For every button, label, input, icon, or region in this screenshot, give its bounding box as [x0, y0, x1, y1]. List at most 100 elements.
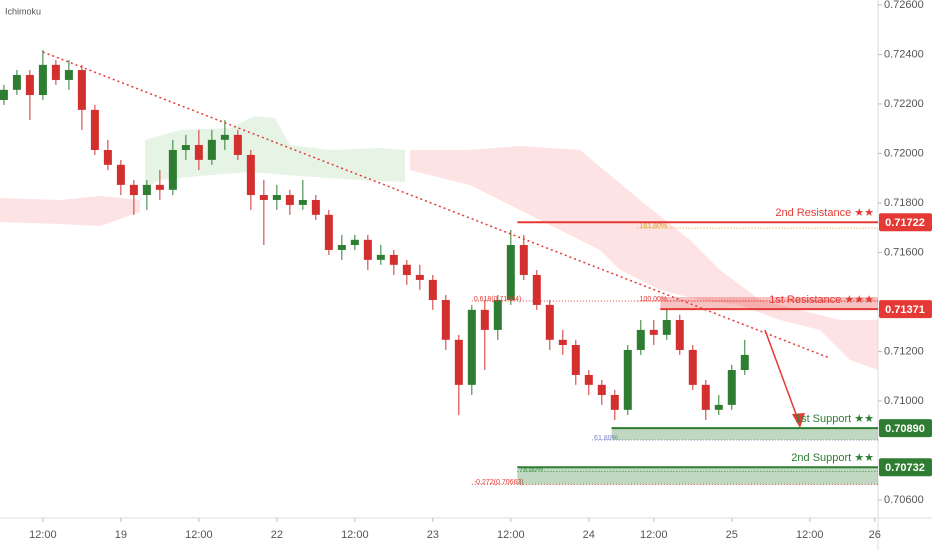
candle-body: [649, 329, 658, 335]
candle-body: [168, 149, 177, 190]
candle-body: [571, 345, 580, 375]
candle-body: [415, 274, 424, 280]
x-tick-label: 22: [271, 529, 283, 541]
y-tick-label: 0.71600: [884, 246, 924, 258]
x-tick-label: 12:00: [341, 529, 369, 541]
arrow-head: [792, 413, 805, 428]
candle-body: [194, 145, 203, 160]
candle-body: [662, 320, 671, 335]
projection-arrow: [764, 329, 801, 426]
fib-label: 61.80%: [594, 435, 618, 442]
fib-label: 161.80%: [640, 223, 668, 230]
candle-body: [480, 309, 489, 330]
fib-label: 100.00%: [640, 296, 668, 303]
y-tick-label: 0.71800: [884, 197, 924, 209]
price-tag-label: 0.70890: [885, 423, 925, 435]
candle-body: [272, 195, 281, 200]
y-tick-label: 0.72600: [884, 0, 924, 11]
candle-body: [441, 299, 450, 340]
candle-body: [675, 320, 684, 350]
price-tag-label: 0.71722: [885, 217, 925, 229]
candle-body: [610, 394, 619, 410]
y-tick-label: 0.72200: [884, 98, 924, 110]
candle-body: [688, 349, 697, 385]
y-tick-label: 0.71000: [884, 395, 924, 407]
y-tick-label: 0.72000: [884, 147, 924, 159]
x-tick-label: 26: [869, 529, 881, 541]
price-tag: [879, 458, 932, 477]
candle-body: [233, 134, 242, 155]
y-tick-label: 0.71200: [884, 345, 924, 357]
level-name: 1st Support ★★: [795, 413, 874, 425]
candle-body: [389, 254, 398, 265]
candle-body: [77, 70, 86, 110]
level-zone: [660, 296, 878, 310]
ichimoku-cloud-green: [145, 116, 405, 188]
candle-body: [311, 199, 320, 215]
candle-body: [298, 199, 307, 205]
x-tick-label: 12:00: [640, 529, 668, 541]
candle-body: [636, 329, 645, 350]
x-tick-label: 23: [427, 529, 439, 541]
candle-body: [181, 145, 190, 150]
fib-label: 0.618(0.71404): [474, 296, 521, 303]
price-tag: [879, 213, 932, 232]
chart-title: Ichimoku: [5, 6, 41, 16]
candle-body: [0, 89, 8, 100]
candle-body: [558, 339, 567, 346]
candle-body: [90, 109, 99, 150]
candle-body: [103, 149, 112, 165]
candle-body: [246, 154, 255, 196]
level-name: 2nd Support ★★: [791, 452, 874, 464]
candle-body: [623, 349, 632, 410]
x-tick-label: 12:00: [29, 529, 57, 541]
x-tick-label: 19: [115, 529, 127, 541]
price-tag-label: 0.70732: [885, 462, 925, 474]
candle-body: [363, 239, 372, 260]
x-tick-label: 12:00: [185, 529, 213, 541]
x-tick-label: 12:00: [497, 529, 525, 541]
candle-body: [207, 139, 216, 160]
y-tick-label: 0.70600: [884, 494, 924, 506]
candle-body: [285, 195, 294, 205]
candle-body: [467, 309, 476, 385]
candle-body: [12, 74, 21, 90]
price-tag: [879, 300, 932, 319]
candle-body: [155, 184, 164, 190]
candle-body: [493, 299, 502, 330]
candle-body: [740, 354, 749, 370]
candle-body: [506, 245, 515, 300]
candle-body: [220, 134, 229, 140]
candle-body: [428, 279, 437, 300]
fib-label: -0.272(0.70663): [474, 479, 524, 486]
y-tick-label: 0.72400: [884, 48, 924, 60]
x-tick-label: 25: [726, 529, 738, 541]
candle-body: [116, 164, 125, 185]
level-zone: [611, 428, 878, 441]
candle-body: [324, 214, 333, 250]
candle-body: [701, 384, 710, 410]
candle-body: [584, 374, 593, 385]
candle-body: [532, 274, 541, 305]
ichimoku-cloud-red: [0, 196, 140, 226]
candle-body: [402, 264, 411, 275]
candle-body: [337, 245, 346, 250]
candle-body: [142, 184, 151, 196]
candle-body: [51, 64, 60, 80]
candle-body: [38, 64, 47, 96]
level-name: 1st Resistance ★★★: [769, 294, 874, 306]
ichimoku-cloud-red: [410, 146, 878, 370]
level-zone: [517, 467, 878, 485]
candle-body: [519, 245, 528, 275]
fib-label: 78.60%: [519, 466, 543, 473]
candle-body: [597, 384, 606, 395]
candle-body: [545, 304, 554, 340]
price-tag: [879, 419, 932, 438]
candle-body: [129, 184, 138, 196]
candle-body: [259, 195, 268, 200]
x-tick-label: 24: [583, 529, 595, 541]
candle-body: [454, 339, 463, 385]
candle-body: [714, 404, 723, 410]
candle-body: [64, 70, 73, 80]
